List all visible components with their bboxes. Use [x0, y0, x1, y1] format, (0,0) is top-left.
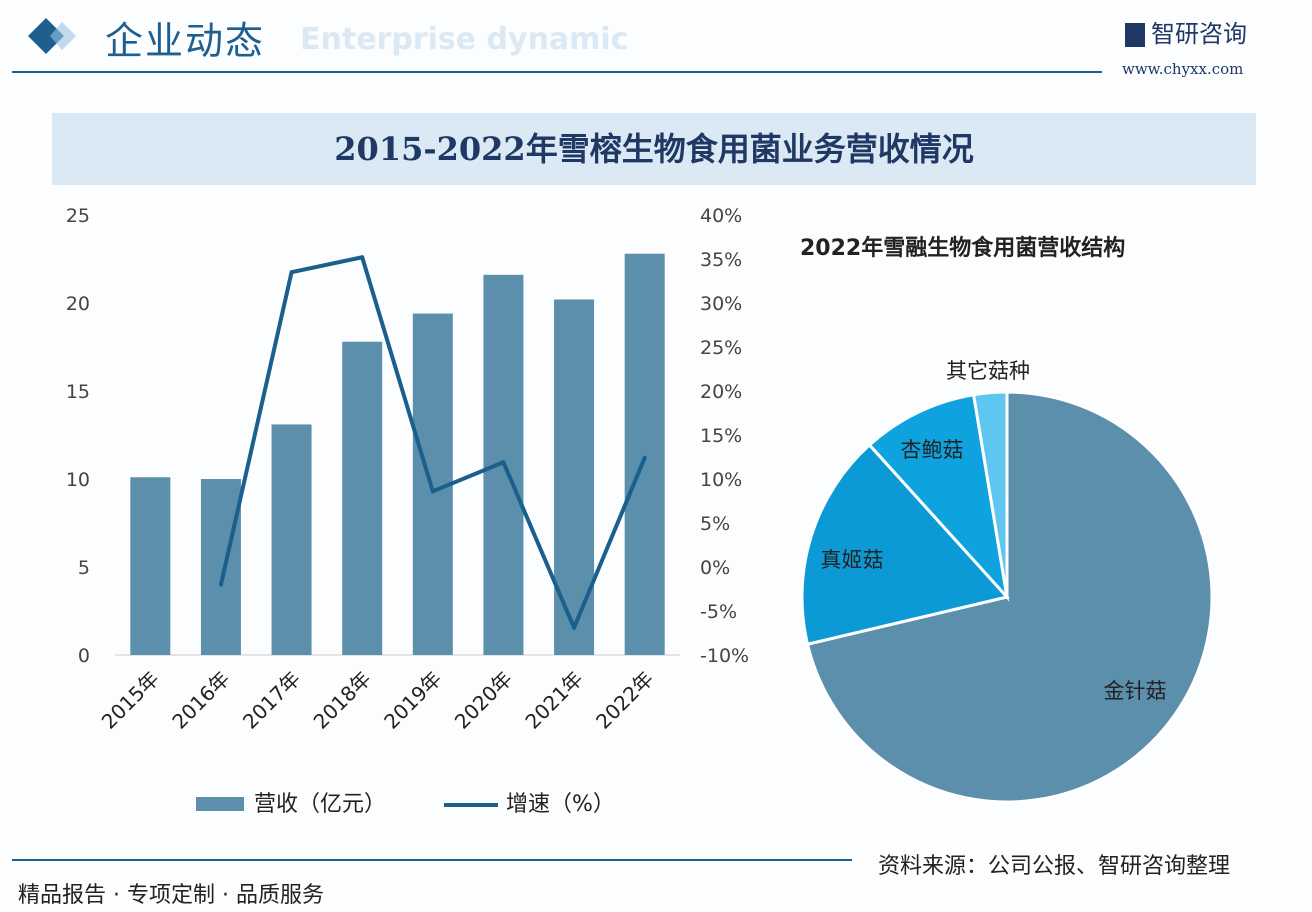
right-tick-label: -5%: [700, 601, 737, 623]
legend-swatch-line: [444, 803, 498, 807]
logo-icon: [1125, 23, 1145, 47]
pie-slice-杏鲍菇: [867, 393, 1010, 602]
pie-label: 其它菇种: [946, 359, 1030, 383]
x-tick-label: 2016年: [167, 667, 234, 734]
bar-2017年: [271, 424, 312, 655]
growth-point-2022年: [642, 455, 647, 460]
logo: 智研咨询: [1125, 14, 1247, 49]
diamond-icon: [28, 18, 76, 54]
x-tick-label: 2018年: [309, 667, 376, 734]
right-tick-label: 5%: [700, 513, 730, 535]
header-subtitle: Enterprise dynamic: [300, 22, 629, 57]
footer-slogan: 精品报告 · 专项定制 · 品质服务: [18, 883, 324, 908]
pie-label: 杏鲍菇: [901, 438, 964, 462]
legend-line: 增速（%）: [444, 786, 615, 818]
right-tick-label: -10%: [700, 645, 749, 667]
pie-slice-真姬菇: [800, 442, 1010, 647]
x-tick-label: 2020年: [450, 667, 517, 734]
pie-label: 真姬菇: [821, 548, 884, 572]
left-tick-label: 5: [78, 557, 90, 579]
right-tick-label: 40%: [700, 205, 742, 227]
x-tick-label: 2015年: [97, 667, 164, 734]
right-tick-label: 30%: [700, 293, 742, 315]
growth-point-2021年: [572, 625, 577, 630]
legend-bar: 营收（亿元）: [196, 786, 386, 818]
website-url: www.chyxx.com: [1122, 60, 1244, 78]
header-title: 企业动态: [105, 19, 266, 63]
pie-slice-其它菇种: [971, 390, 1009, 598]
left-tick-label: 10: [66, 469, 90, 491]
left-tick-label: 0: [78, 645, 90, 667]
source-note: 资料来源：公司公报、智研咨询整理: [878, 854, 1231, 879]
growth-point-2020年: [501, 460, 506, 465]
right-tick-label: 10%: [700, 469, 742, 491]
x-tick-label: 2019年: [379, 667, 446, 734]
right-tick-label: 25%: [700, 337, 742, 359]
pie-label: 金针菇: [1104, 679, 1167, 703]
right-tick-label: 35%: [700, 249, 742, 271]
growth-point-2017年: [289, 270, 294, 275]
left-tick-label: 15: [66, 381, 90, 403]
growth-point-2019年: [430, 489, 435, 494]
bar-2018年: [342, 341, 383, 655]
footer-divider: [12, 859, 852, 861]
growth-point-2018年: [360, 255, 365, 260]
x-tick-label: 2022年: [591, 667, 658, 734]
x-tick-label: 2017年: [238, 667, 305, 734]
bar-2021年: [554, 299, 595, 655]
right-tick-label: 20%: [700, 381, 742, 403]
x-tick-label: 2021年: [520, 667, 587, 734]
left-tick-label: 20: [66, 293, 90, 315]
left-tick-label: 25: [66, 205, 90, 227]
bar-2022年: [624, 253, 665, 655]
right-tick-label: 0%: [700, 557, 730, 579]
growth-point-2016年: [218, 582, 223, 587]
pie-title: 2022年雪融生物食用菌营收结构: [800, 236, 1126, 261]
pie-slice-金针菇: [805, 390, 1214, 804]
bar-2016年: [200, 479, 241, 655]
right-tick-label: 15%: [700, 425, 742, 447]
legend-swatch-bar: [196, 797, 244, 811]
header-divider: [12, 71, 1102, 73]
chart-banner-title: 2015-2022年雪榕生物食用菌业务营收情况: [52, 113, 1256, 185]
bar-2015年: [130, 477, 171, 655]
